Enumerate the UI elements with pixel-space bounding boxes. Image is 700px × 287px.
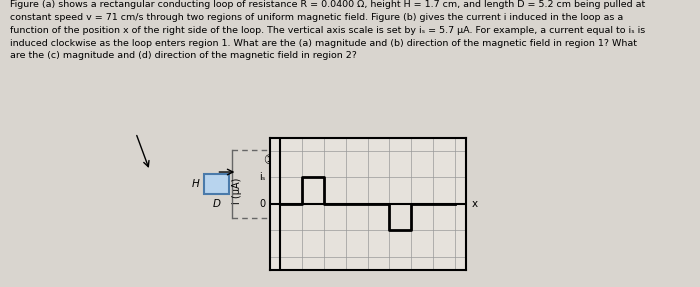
Text: 0: 0	[259, 199, 265, 209]
Text: x: x	[472, 199, 478, 209]
Text: D: D	[213, 199, 220, 209]
Text: i (μA): i (μA)	[232, 177, 242, 204]
Text: H: H	[192, 179, 199, 189]
Text: ②: ②	[337, 154, 349, 167]
Text: iₛ: iₛ	[259, 172, 265, 182]
Bar	[204, 174, 229, 194]
Text: ①: ①	[263, 154, 275, 167]
Text: Figure (a) shows a rectangular conducting loop of resistance R = 0.0400 Ω, heigh: Figure (a) shows a rectangular conductin…	[10, 0, 645, 60]
Text: (a): (a)	[281, 247, 297, 257]
